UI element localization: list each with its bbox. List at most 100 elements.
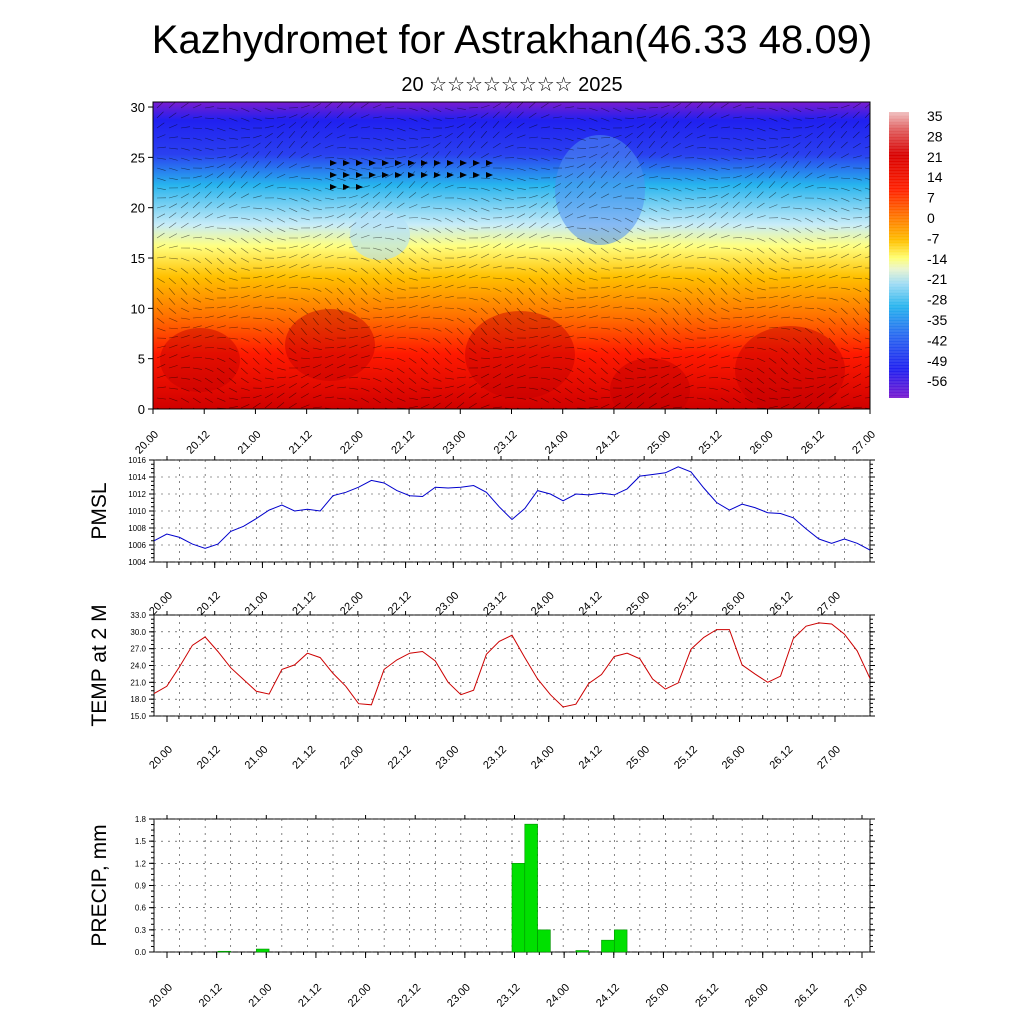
wind-barb	[732, 183, 741, 189]
wind-barb	[372, 316, 382, 319]
wind-barb	[540, 126, 550, 129]
wind-barb	[708, 377, 718, 379]
wind-barb	[744, 117, 754, 120]
wind-barb	[372, 345, 382, 349]
wind-barb	[348, 397, 358, 402]
wind-barb	[276, 264, 286, 269]
heatmap-blobs	[160, 135, 845, 409]
wind-barb	[456, 116, 466, 119]
wind-barb	[240, 347, 249, 354]
wind-barb	[600, 316, 610, 319]
wind-barb	[684, 287, 693, 294]
wind-barb	[156, 287, 164, 295]
wind-barb	[228, 127, 238, 132]
wind-flag	[382, 160, 389, 166]
wind-barb	[456, 337, 464, 346]
wind-barb	[612, 160, 619, 169]
wind-barb	[648, 207, 658, 213]
wind-barb	[792, 151, 800, 159]
wind-barb	[204, 257, 213, 264]
wind-barb	[660, 165, 670, 169]
wind-barb	[228, 257, 237, 264]
wind-barb	[504, 215, 514, 219]
wind-barb	[744, 315, 754, 319]
wind-barb	[204, 297, 214, 301]
wind-barb	[336, 277, 345, 283]
wind-barb	[828, 197, 838, 202]
wind-barb	[600, 152, 609, 159]
wind-barb	[708, 136, 718, 139]
wind-barb	[240, 107, 250, 112]
wind-barb	[384, 247, 394, 253]
wind-barb	[708, 167, 718, 171]
wind-barb	[252, 171, 260, 179]
wind-barb	[588, 137, 598, 140]
wind-barb	[276, 402, 285, 409]
wind-barb	[432, 327, 442, 332]
wind-barb	[276, 140, 283, 149]
wind-barb	[336, 386, 346, 389]
wind-barb	[600, 347, 609, 354]
wind-barb	[648, 287, 658, 289]
wind-barb	[504, 144, 514, 149]
wind-barb	[324, 363, 334, 369]
wind-barb	[240, 117, 250, 122]
wind-barb	[864, 112, 870, 119]
wind-barb	[252, 247, 262, 253]
wind-barb	[792, 275, 802, 279]
wind-barb	[780, 170, 788, 179]
wind-barb	[372, 267, 380, 275]
wind-barb	[624, 207, 634, 211]
wind-barb	[576, 267, 585, 274]
wind-barb	[456, 327, 464, 335]
wind-barb	[216, 137, 226, 141]
wind-barb	[660, 393, 669, 399]
chart-title: Kazhydromet for Astrakhan(46.33 48.09)	[151, 18, 873, 62]
wind-barb	[660, 382, 669, 389]
wind-barb	[492, 177, 502, 181]
wind-barb	[756, 337, 767, 339]
wind-barb	[156, 213, 166, 219]
wind-barb	[336, 374, 346, 379]
wind-barb	[660, 197, 670, 202]
wind-barb	[564, 137, 574, 142]
wind-barb	[660, 327, 668, 336]
x-tick-label: 22.00	[346, 982, 374, 1010]
wind-barb	[492, 277, 502, 279]
wind-barb	[288, 130, 296, 139]
wind-barb	[288, 114, 298, 119]
wind-barb	[432, 275, 442, 279]
wind-barb	[384, 315, 394, 319]
wind-barb	[480, 104, 490, 109]
wind-barb	[456, 131, 464, 139]
wind-barb	[228, 357, 237, 364]
x-tick-label: 21.00	[243, 744, 271, 772]
wind-flag	[486, 160, 493, 166]
wind-barb	[732, 157, 742, 161]
wind-flag	[356, 184, 363, 190]
wind-barb	[204, 117, 214, 120]
wind-barb	[396, 181, 404, 189]
wind-barb	[828, 176, 838, 179]
wind-barb	[612, 394, 622, 399]
wind-barb	[444, 141, 452, 149]
wind-barb	[180, 167, 190, 171]
wind-barb	[564, 127, 574, 131]
wind-barb	[420, 327, 430, 330]
wind-barb	[468, 130, 476, 139]
wind-barb	[396, 377, 405, 384]
wind-barb	[720, 287, 728, 295]
wind-barb	[216, 127, 226, 132]
x-tick-label: 23.00	[440, 429, 468, 457]
wind-barb	[684, 327, 693, 334]
wind-barb	[156, 157, 166, 160]
wind-barb	[612, 257, 622, 261]
wind-barb	[600, 257, 610, 263]
wind-barb	[264, 377, 274, 380]
wind-barb	[264, 367, 274, 373]
wind-barb	[852, 121, 860, 129]
y-tick-label: 1008	[128, 524, 146, 533]
wind-barb	[492, 307, 500, 316]
wind-barb	[156, 177, 166, 181]
wind-barb	[636, 384, 646, 389]
